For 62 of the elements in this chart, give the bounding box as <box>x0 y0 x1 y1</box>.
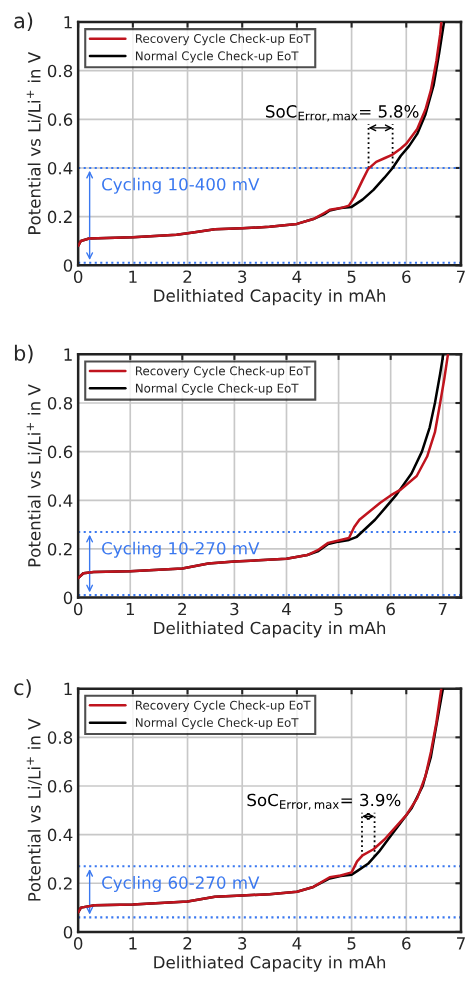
legend-label: Normal Cycle Check-up EoT <box>135 717 299 730</box>
legend-label: Normal Cycle Check-up EoT <box>135 51 299 63</box>
x-tick-label: 1 <box>129 270 137 283</box>
legend-label: Recovery Cycle Check-up EoT <box>135 700 311 712</box>
annotation: Cycling 10-400 mV <box>102 177 260 194</box>
x-tick-label: 3 <box>230 602 239 616</box>
y-tick-label: 0.8 <box>47 731 73 744</box>
legend-label: Recovery Cycle Check-up EoT <box>135 33 311 46</box>
y-tick-label: 0.8 <box>47 396 73 410</box>
chart-title: b) <box>14 344 33 364</box>
y-tick-label: 0.4 <box>47 494 73 507</box>
x-tick-label: 2 <box>183 270 192 283</box>
x-tick-label: 0 <box>73 270 83 284</box>
x-tick-label: 7 <box>457 937 465 950</box>
x-tick-label: 1 <box>129 937 137 950</box>
y-tick-label: 1 <box>64 16 72 29</box>
annotation: Cycling 10-270 mV <box>102 541 260 558</box>
y-tick-label: 0.2 <box>47 210 72 224</box>
y-tick-label: 0.6 <box>47 779 73 793</box>
x-tick-label: 4 <box>292 270 302 283</box>
annotation: SoC$_{Error,max}$= 3.9% <box>247 793 401 811</box>
x-tick-label: 0 <box>73 602 83 616</box>
x-tick-label: 3 <box>238 937 247 950</box>
annotation: SoC$_{Error,max}$= 5.8% <box>266 105 419 122</box>
x-tick-label: 0 <box>73 937 83 950</box>
legend-label: Normal Cycle Check-up EoT <box>135 383 299 395</box>
x-tick-label: 6 <box>386 602 395 616</box>
chart-title: c) <box>14 679 31 698</box>
y-tick-label: 0 <box>63 591 73 605</box>
y-tick-label: 0 <box>63 925 73 939</box>
y-tick-label: 0.4 <box>47 161 73 175</box>
x-axis-title: Delithiated Capacity in mAh <box>154 621 386 638</box>
y-tick-label: 0.4 <box>47 828 73 842</box>
y-tick-label: 1 <box>64 348 72 361</box>
x-tick-label: 6 <box>402 270 411 284</box>
x-tick-label: 5 <box>334 602 343 616</box>
y-tick-label: 0.6 <box>47 113 73 126</box>
y-tick-label: 0.6 <box>47 445 73 459</box>
y-tick-label: 0.8 <box>47 64 73 78</box>
x-tick-label: 4 <box>292 937 302 950</box>
x-tick-label: 7 <box>438 602 447 616</box>
x-tick-label: 6 <box>402 937 411 950</box>
y-axis-title: Potential vs Li/Li$^{+}$ in V <box>26 718 42 901</box>
x-tick-label: 4 <box>282 602 291 616</box>
x-tick-label: 3 <box>238 270 247 284</box>
x-tick-label: 5 <box>347 937 356 950</box>
y-axis-title: Potential vs Li/Li$^{+}$ in V <box>26 51 42 234</box>
y-tick-label: 0.2 <box>47 877 72 890</box>
y-tick-label: 0.2 <box>47 542 72 556</box>
legend-label: Recovery Cycle Check-up EoT <box>135 366 311 378</box>
y-tick-label: 1 <box>64 682 72 696</box>
x-tick-label: 5 <box>347 270 356 284</box>
x-tick-label: 7 <box>457 270 465 283</box>
x-tick-label: 2 <box>178 602 186 616</box>
chart-title: a) <box>14 12 33 32</box>
y-tick-label: 0 <box>63 259 73 272</box>
y-axis-title: Potential vs Li/Li$^{+}$ in V <box>26 384 42 567</box>
x-tick-label: 1 <box>126 602 134 616</box>
annotation: Cycling 60-270 mV <box>102 875 260 893</box>
x-tick-label: 2 <box>183 937 192 950</box>
x-axis-title: Delithiated Capacity in mAh <box>154 289 386 306</box>
x-axis-title: Delithiated Capacity in mAh <box>154 955 386 972</box>
